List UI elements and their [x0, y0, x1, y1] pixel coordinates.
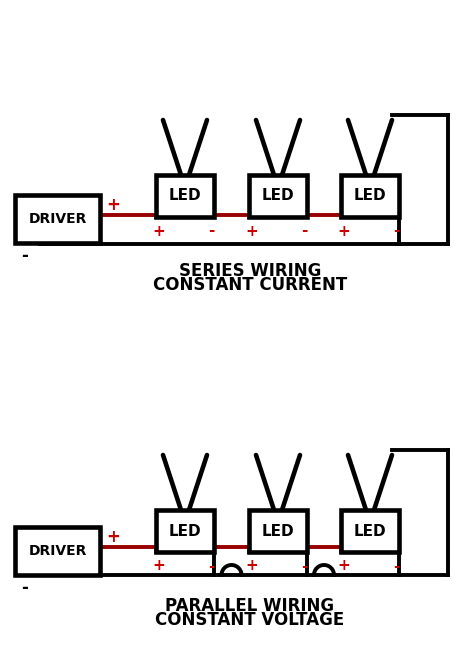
Text: SERIES WIRING: SERIES WIRING	[179, 262, 321, 280]
Bar	[249, 510, 307, 552]
Bar	[341, 510, 399, 552]
Bar	[156, 510, 214, 552]
Text: LED: LED	[262, 188, 294, 204]
Bar	[15, 527, 100, 575]
Text: +: +	[337, 559, 350, 574]
Text: -: -	[393, 559, 399, 574]
Text: LED: LED	[169, 188, 201, 204]
Bar	[341, 175, 399, 217]
Text: -: -	[21, 579, 28, 597]
Text: -: -	[21, 247, 28, 265]
Text: DRIVER: DRIVER	[28, 544, 87, 558]
Text: LED: LED	[354, 523, 386, 539]
Text: -: -	[301, 559, 307, 574]
Text: +: +	[246, 559, 258, 574]
Text: +: +	[337, 224, 350, 239]
Text: DRIVER: DRIVER	[28, 212, 87, 226]
Text: LED: LED	[169, 523, 201, 539]
Text: +: +	[246, 224, 258, 239]
Text: PARALLEL WIRING: PARALLEL WIRING	[165, 597, 335, 615]
Text: LED: LED	[354, 188, 386, 204]
Bar	[156, 175, 214, 217]
Text: -: -	[393, 224, 399, 239]
Text: +: +	[153, 224, 165, 239]
Text: +: +	[106, 528, 120, 546]
Bar	[15, 195, 100, 243]
Text: +: +	[153, 559, 165, 574]
Text: CONSTANT CURRENT: CONSTANT CURRENT	[153, 276, 347, 294]
Text: -: -	[208, 559, 214, 574]
Text: +: +	[106, 196, 120, 214]
Text: -: -	[301, 224, 307, 239]
Text: LED: LED	[262, 523, 294, 539]
Text: -: -	[208, 224, 214, 239]
Bar	[249, 175, 307, 217]
Text: CONSTANT VOLTAGE: CONSTANT VOLTAGE	[155, 611, 345, 629]
